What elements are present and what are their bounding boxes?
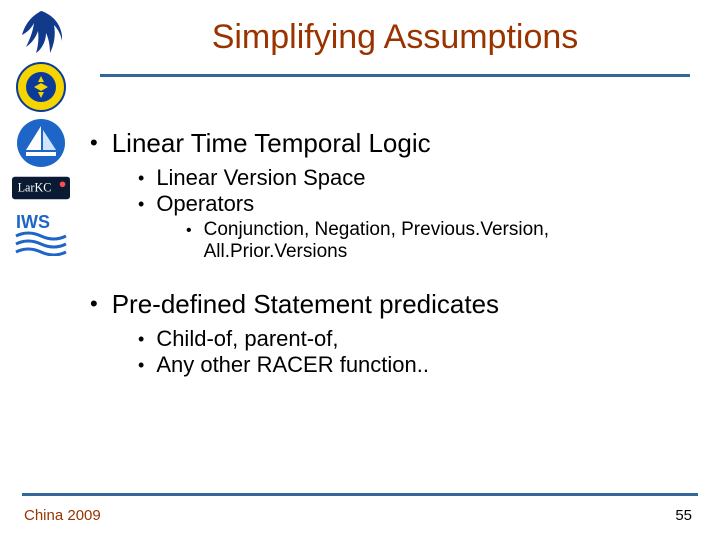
svg-text:LarKC: LarKC [18,181,52,195]
content-area: • Linear Time Temporal Logic • Linear Ve… [90,128,670,378]
bullet-text: Linear Time Temporal Logic [112,128,431,159]
bullet-text: Any other RACER function.. [156,352,429,378]
slide-number: 55 [675,507,692,524]
bullet-level-1: • Pre-defined Statement predicates [90,289,670,320]
bullet-level-3: • Conjunction, Negation, Previous.Versio… [186,219,670,263]
eagle-logo [12,6,70,56]
sailboat-logo-icon [12,118,70,168]
bullet-text: Child-of, parent-of, [156,326,338,352]
bullet-dot-icon: • [138,326,144,352]
bullet-text: Conjunction, Negation, Previous.Version,… [204,219,636,263]
iws-logo-icon: IWS [12,208,70,258]
bullet-level-2: • Child-of, parent-of, [138,326,670,352]
slide: LarKC IWS Simplifying Assumptions • Line… [0,0,720,540]
bullet-level-2: • Linear Version Space [138,165,670,191]
larkc-logo-icon: LarKC [12,174,70,202]
footer-divider [22,493,698,496]
bullet-dot-icon: • [138,165,144,191]
university-seal-1-icon [12,62,70,112]
bullet-dot-icon: • [138,352,144,378]
slide-title: Simplifying Assumptions [100,18,690,57]
bullet-level-2: • Operators [138,191,670,217]
bullet-text: Pre-defined Statement predicates [112,289,499,320]
logo-column: LarKC IWS [6,6,76,258]
bullet-dot-icon: • [90,128,98,159]
spacer [90,263,670,289]
bullet-level-2: • Any other RACER function.. [138,352,670,378]
bullet-text: Linear Version Space [156,165,365,191]
title-divider [100,74,690,77]
bullet-level-1: • Linear Time Temporal Logic [90,128,670,159]
bullet-dot-icon: • [138,191,144,217]
bullet-dot-icon: • [90,289,98,320]
footer-left-text: China 2009 [24,507,101,524]
svg-text:IWS: IWS [16,212,50,232]
bullet-text: Operators [156,191,254,217]
bullet-dot-icon: • [186,219,192,263]
